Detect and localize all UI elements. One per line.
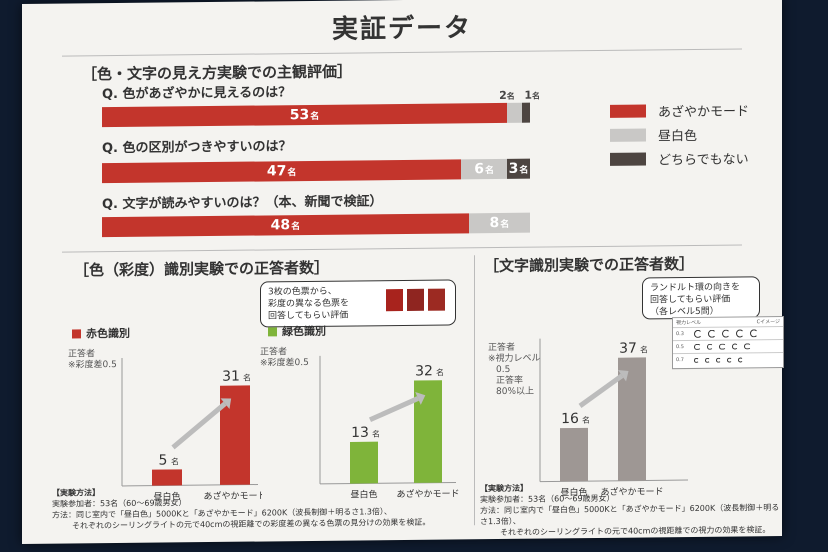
legend-label-daywhite: 昼白色 — [658, 128, 698, 145]
legend-swatch-neither — [610, 152, 646, 166]
legend-item-neither: どちらでもない — [610, 148, 749, 168]
bar-unit-label: 名 — [640, 344, 648, 354]
landolt-ring-icon — [731, 343, 738, 350]
section3-callout: ランドルト環の向きを 回答してもらい評価 （各レベル5問） — [642, 276, 760, 320]
column-divider — [474, 255, 475, 526]
landolt-ring-icon — [738, 356, 743, 363]
landolt-ring-icon — [694, 343, 701, 351]
question-2-label: Q. 色の区別がつきやすいのは？ — [102, 139, 292, 157]
bar-daywhite — [152, 469, 182, 486]
bar-unit-label: 名 — [171, 456, 179, 466]
bar-q1-daywhite — [507, 102, 523, 123]
bar-q2-vivid: 47 名 — [102, 159, 462, 184]
bar-unit-label: 名 — [372, 429, 380, 439]
landolt-ring-icon — [708, 329, 716, 338]
category-label: 昼白色 — [560, 486, 587, 498]
bar-value-label: 37 — [619, 341, 637, 357]
section-divider — [62, 244, 742, 253]
green-key-swatch — [268, 326, 277, 336]
landolt-ring-icon — [719, 343, 726, 350]
category-label: あざやかモード — [396, 487, 459, 500]
color-chip-2 — [407, 288, 424, 311]
legend-item-vivid: あざやかモード — [610, 100, 749, 120]
slide: 実証データ ［色・文字の見え方実験での主観評価］ Q. 色があざやかに見えるのは… — [22, 0, 784, 544]
bar-unit-label: 名 — [436, 367, 444, 377]
section3-note: 【実験方法】 実験参加者：53名（60～69歳男女） 方法：同じ室内で「昼白色」… — [480, 480, 780, 538]
legend-label-vivid: あざやかモード — [658, 104, 750, 121]
color-chip-3 — [428, 288, 445, 311]
category-label: あざやかモード — [203, 489, 262, 502]
section3-note-line-3: それぞれのシーリングライトの元で40cmの視距離での視力の効果を検証。 — [500, 525, 771, 537]
bar-unit-label: 名 — [243, 372, 251, 382]
legend-swatch-vivid — [610, 104, 646, 118]
section2-callout: 3枚の色票から、 彩度の異なる色票を 回答してもらい評価 — [260, 279, 456, 328]
bar-vivid — [414, 380, 442, 483]
trend-arrow-head — [415, 392, 426, 405]
category-label: 昼白色 — [350, 488, 377, 500]
section1-heading: ［色・文字の見え方実験での主観評価］ — [82, 62, 353, 84]
legend-item-daywhite: 昼白色 — [610, 125, 697, 145]
landolt-ring-icon — [694, 329, 702, 338]
trend-arrow-head — [617, 370, 629, 382]
section3-note-line-2: 方法：同じ室内で「昼白色」5000Kと「あざやかモード」6200K（波長制御＋明… — [480, 503, 780, 527]
bar-q1-vivid: 53 名 — [102, 102, 508, 128]
landolt-ring-icon — [716, 357, 721, 363]
legend-label-neither: どちらでもない — [658, 152, 749, 169]
landolt-header-right: Cイメージ — [756, 319, 780, 326]
section3-callout-line-1: ランドルト環の向きを — [650, 282, 741, 294]
category-label: あざやかモード — [600, 485, 663, 498]
bar-value-label: 32 — [415, 363, 433, 379]
landolt-ring-icon — [722, 329, 730, 338]
bar-daywhite — [560, 427, 588, 482]
stacked-bar-chart: 53 名 2名 1名 47 名 6 名 3 名 48 名 8 名 — [22, 0, 782, 238]
bar-unit-label: 名 — [582, 415, 590, 425]
landolt-ring-icon — [750, 329, 758, 338]
landolt-ring-icon — [727, 357, 732, 363]
bar-label-q1-neither: 1名 — [524, 88, 540, 102]
bar-value-label: 13 — [351, 425, 369, 441]
bar-value-label: 31 — [222, 369, 240, 385]
bar-q1-neither — [522, 102, 530, 123]
bar-daywhite — [350, 441, 378, 484]
question-3-label: Q. 文字が読みやすいのは？（本、新聞で検証） — [102, 194, 383, 213]
legend-swatch-daywhite — [610, 128, 646, 142]
section2-heading: ［色（彩度）識別実験での正答者数］ — [74, 258, 330, 280]
landolt-ring-icon — [706, 343, 713, 351]
bar-value-label: 16 — [561, 411, 579, 427]
landolt-ring-icon — [705, 357, 710, 363]
landolt-ring-icon — [694, 357, 699, 363]
color-chips — [386, 288, 445, 312]
landolt-ring-icon — [736, 329, 744, 338]
bar-vivid — [220, 385, 250, 485]
bar-vivid — [618, 357, 646, 481]
question-1-label: Q. 色があざやかに見えるのは？ — [102, 85, 292, 103]
category-label: 昼白色 — [153, 490, 180, 502]
page-title: 実証データ — [331, 13, 472, 45]
bar-q3-vivid: 48 名 — [102, 213, 469, 238]
red-key-swatch — [72, 328, 81, 338]
bar-value-label: 5 — [159, 452, 168, 468]
section2-note: 【実験方法】 実験参加者：53名（60～69歳男女） 方法：同じ室内で「昼白色」… — [52, 483, 472, 531]
bar-label-q1-daywhite: 2名 — [499, 88, 515, 103]
trend-arrow-head — [220, 398, 232, 410]
color-chip-1 — [386, 289, 403, 312]
trend-arrow — [171, 401, 227, 450]
trend-arrow — [369, 396, 419, 423]
section3-callout-line-2: 回答してもらい評価 — [650, 294, 731, 306]
trend-arrow — [578, 373, 624, 408]
section3-heading: ［文字識別実験での正答者数］ — [484, 254, 695, 276]
landolt-ring-icon — [744, 343, 751, 350]
